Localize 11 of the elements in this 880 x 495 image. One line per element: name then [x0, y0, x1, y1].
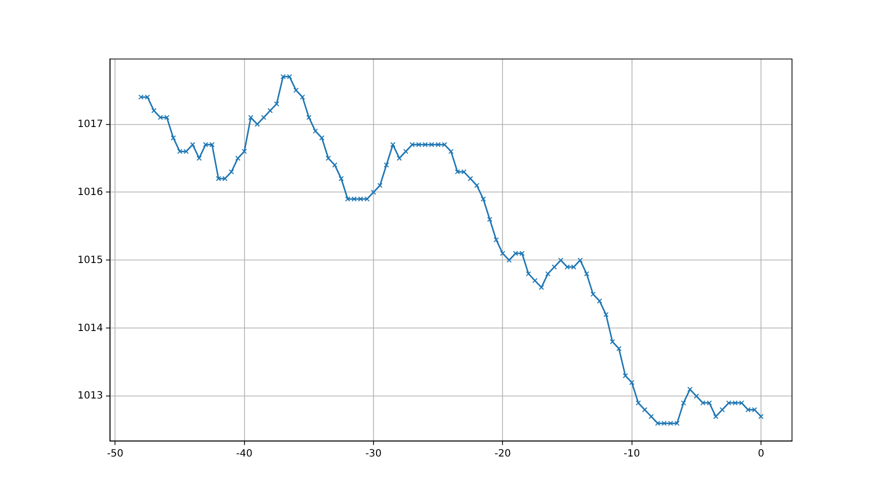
x-tick-label: -20: [494, 448, 511, 460]
y-tick-label: 1013: [78, 390, 103, 402]
y-tick-label: 1017: [78, 118, 103, 130]
x-tick-label: 0: [758, 448, 764, 460]
y-tick-label: 1015: [78, 254, 103, 266]
y-tick-label: 1014: [78, 322, 103, 334]
y-tick-label: 1016: [78, 186, 103, 198]
x-tick-label: -30: [365, 448, 382, 460]
x-tick-label: -40: [236, 448, 253, 460]
x-tick-label: -50: [106, 448, 124, 460]
x-tick-label: -10: [624, 448, 640, 460]
